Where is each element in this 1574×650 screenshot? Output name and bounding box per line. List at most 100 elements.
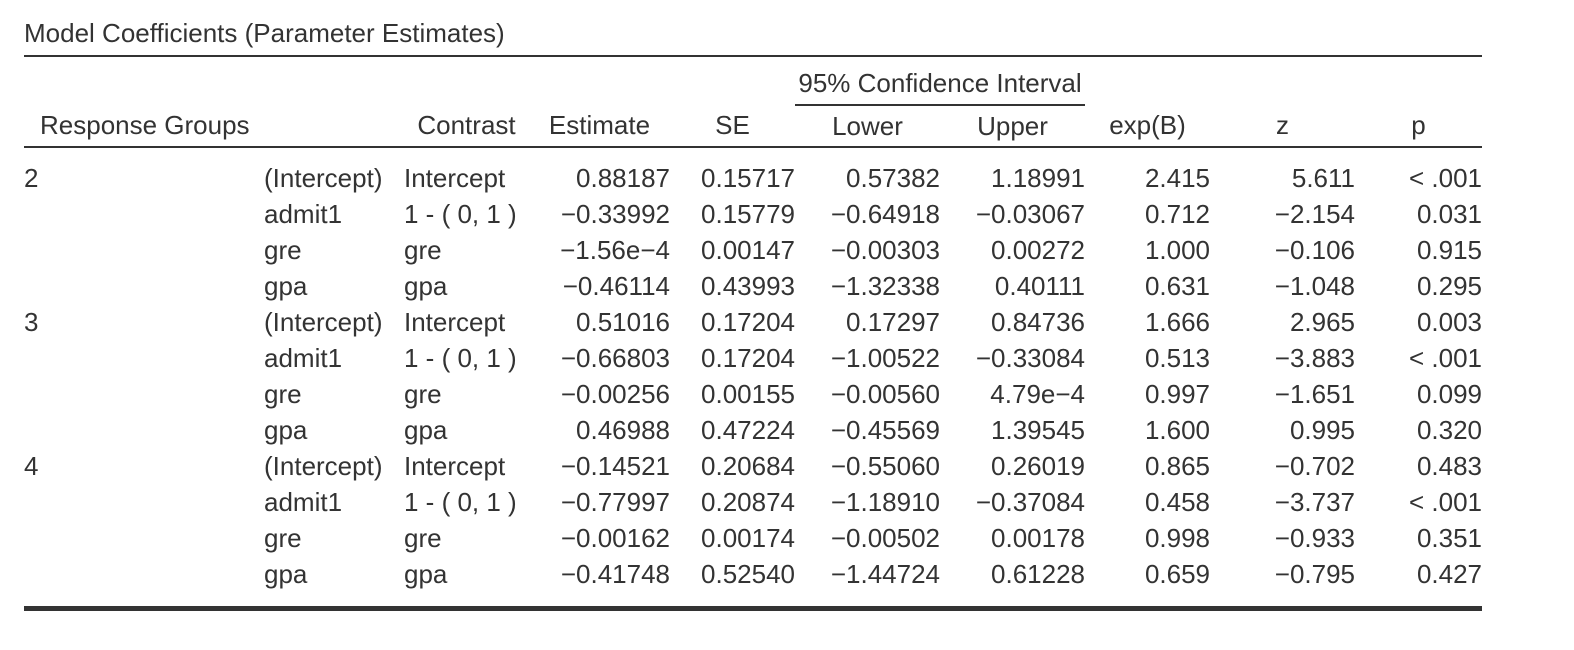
cell-exp-b: 0.998 <box>1144 522 1211 553</box>
table-row-group2-gre: gre gre −1.56e−4 0.00147 −0.00303 0.0027… <box>24 232 1482 268</box>
cell-contrast: gpa <box>404 558 448 589</box>
cell-exp-b: 0.865 <box>1144 450 1211 481</box>
cell-term: (Intercept) <box>264 450 383 481</box>
cell-lower: −0.00502 <box>830 522 940 553</box>
cell-se: 0.20874 <box>701 486 795 517</box>
cell-se: 0.43993 <box>701 270 795 301</box>
cell-z: 5.611 <box>1291 162 1356 193</box>
cell-response-group: 4 <box>24 450 39 481</box>
cell-lower: −1.18910 <box>830 486 940 517</box>
cell-estimate: 0.88187 <box>576 162 670 193</box>
cell-exp-b: 1.666 <box>1144 306 1211 337</box>
cell-p: 0.003 <box>1416 306 1483 337</box>
cell-p: < .001 <box>1409 486 1483 517</box>
cell-term: gre <box>264 378 302 409</box>
cell-z: −3.883 <box>1274 342 1356 373</box>
cell-upper: 0.40111 <box>994 270 1086 301</box>
col-header-response-groups: Response Groups <box>24 105 404 148</box>
cell-exp-b: 0.997 <box>1144 378 1211 409</box>
cell-z: −0.702 <box>1274 450 1356 481</box>
cell-p: < .001 <box>1409 342 1483 373</box>
cell-upper: 0.61228 <box>991 558 1086 589</box>
cell-upper: −0.37084 <box>975 486 1086 517</box>
cell-upper: −0.03067 <box>975 198 1086 229</box>
cell-se: 0.15717 <box>701 162 795 193</box>
cell-response-group <box>24 376 264 412</box>
cell-exp-b: 0.712 <box>1144 198 1211 229</box>
cell-response-group <box>24 340 264 376</box>
cell-se: 0.00155 <box>701 378 795 409</box>
table-row-group3-admit1: admit1 1 - ( 0, 1 ) −0.66803 0.17204 −1.… <box>24 340 1482 376</box>
cell-contrast: Intercept <box>404 450 506 481</box>
table-row-group4-gre: gre gre −0.00162 0.00174 −0.00502 0.0017… <box>24 520 1482 556</box>
col-header-contrast: Contrast <box>404 105 529 148</box>
cell-se: 0.17204 <box>701 342 795 373</box>
cell-response-group <box>24 556 264 609</box>
cell-se: 0.20684 <box>701 450 795 481</box>
table-row-group2-gpa: gpa gpa −0.46114 0.43993 −1.32338 0.4011… <box>24 268 1482 304</box>
table-row-group4-intercept: 4 (Intercept) Intercept −0.14521 0.20684… <box>24 448 1482 484</box>
cell-term: gpa <box>264 270 308 301</box>
cell-z: −0.933 <box>1274 522 1356 553</box>
table-row-group2-intercept: 2 (Intercept) Intercept 0.88187 0.15717 … <box>24 147 1482 196</box>
cell-lower: −0.45569 <box>830 414 940 445</box>
cell-response-group <box>24 268 264 304</box>
col-header-p: p <box>1355 105 1483 148</box>
col-header-lower: Lower <box>795 105 940 148</box>
cell-lower: 0.57382 <box>846 162 940 193</box>
cell-lower: 0.17297 <box>846 306 940 337</box>
cell-term: admit1 <box>264 342 343 373</box>
cell-contrast: gpa <box>404 414 448 445</box>
cell-lower: −1.00522 <box>830 342 940 373</box>
col-header-estimate: Estimate <box>529 105 670 148</box>
cell-estimate: −0.66803 <box>560 342 670 373</box>
ci-spanner-row: 95% Confidence Interval <box>24 56 1482 106</box>
cell-se: 0.47224 <box>701 414 795 445</box>
cell-se: 0.15779 <box>701 198 795 229</box>
cell-upper: 1.18991 <box>991 162 1086 193</box>
table-row-group4-admit1: admit1 1 - ( 0, 1 ) −0.77997 0.20874 −1.… <box>24 484 1482 520</box>
cell-exp-b: 2.415 <box>1144 162 1211 193</box>
cell-response-group <box>24 196 264 232</box>
cell-contrast: gre <box>404 234 442 265</box>
table-row-group2-admit1: admit1 1 - ( 0, 1 ) −0.33992 0.15779 −0.… <box>24 196 1482 232</box>
cell-upper: 1.39545 <box>991 414 1086 445</box>
cell-lower: −1.44724 <box>830 558 940 589</box>
cell-se: 0.00147 <box>701 234 795 265</box>
cell-estimate: −0.77997 <box>560 486 670 517</box>
cell-p: 0.295 <box>1416 270 1483 301</box>
cell-response-group <box>24 232 264 268</box>
cell-exp-b: 0.659 <box>1144 558 1211 589</box>
cell-contrast: Intercept <box>404 162 506 193</box>
table-row-group3-intercept: 3 (Intercept) Intercept 0.51016 0.17204 … <box>24 304 1482 340</box>
cell-upper: 0.00178 <box>991 522 1086 553</box>
cell-z: −3.737 <box>1274 486 1356 517</box>
cell-contrast: gre <box>404 522 442 553</box>
cell-upper: 0.00272 <box>991 234 1086 265</box>
cell-exp-b: 0.631 <box>1144 270 1211 301</box>
cell-upper: 0.26019 <box>991 450 1086 481</box>
cell-lower: −0.64918 <box>830 198 940 229</box>
col-header-upper: Upper <box>940 105 1086 148</box>
cell-contrast: 1 - ( 0, 1 ) <box>404 486 517 517</box>
cell-p: 0.483 <box>1416 450 1483 481</box>
coefficients-table: 95% Confidence Interval Response Groups … <box>24 55 1483 611</box>
cell-p: 0.320 <box>1416 414 1483 445</box>
cell-p: 0.099 <box>1416 378 1483 409</box>
cell-response-group: 2 <box>24 162 39 193</box>
cell-response-group: 3 <box>24 306 39 337</box>
col-header-exp-b: exp(B) <box>1085 105 1211 148</box>
cell-term: gre <box>264 234 302 265</box>
cell-z: −1.048 <box>1274 270 1356 301</box>
cell-estimate: −0.00162 <box>560 522 670 553</box>
cell-p: 0.915 <box>1416 234 1483 265</box>
cell-p: 0.427 <box>1416 558 1483 589</box>
cell-estimate: −0.41748 <box>560 558 670 589</box>
ci-spanner-header: 95% Confidence Interval <box>795 56 1086 106</box>
cell-term: (Intercept) <box>264 306 383 337</box>
cell-estimate: 0.51016 <box>576 306 670 337</box>
column-header-row: Response Groups Contrast Estimate SE Low… <box>24 105 1483 148</box>
cell-lower: −0.00560 <box>830 378 940 409</box>
table-header: 95% Confidence Interval Response Groups … <box>24 56 1483 148</box>
cell-exp-b: 1.000 <box>1144 234 1211 265</box>
